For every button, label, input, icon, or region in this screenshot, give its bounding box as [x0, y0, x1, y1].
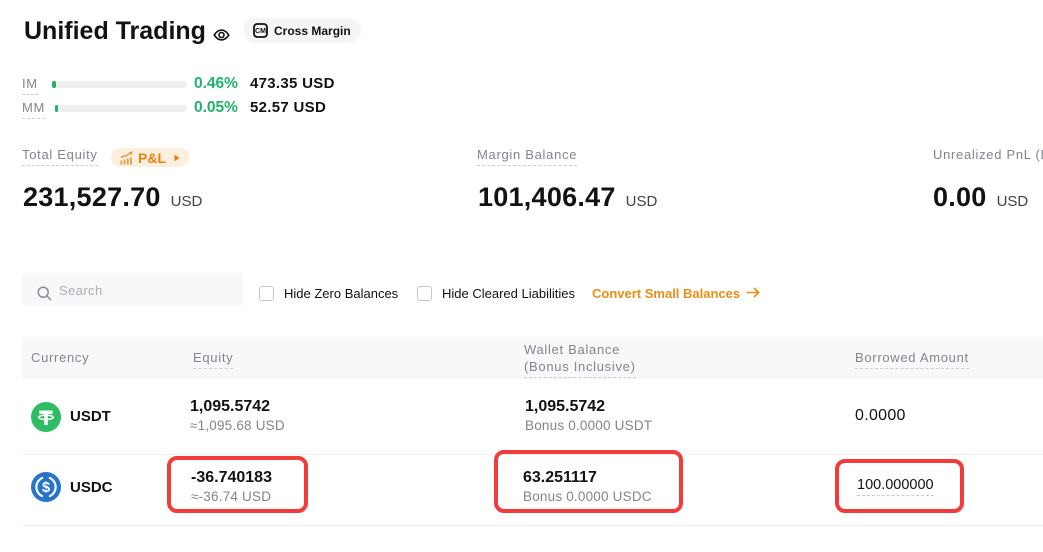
- svg-text:CM: CM: [255, 28, 266, 35]
- svg-text:$: $: [42, 480, 50, 496]
